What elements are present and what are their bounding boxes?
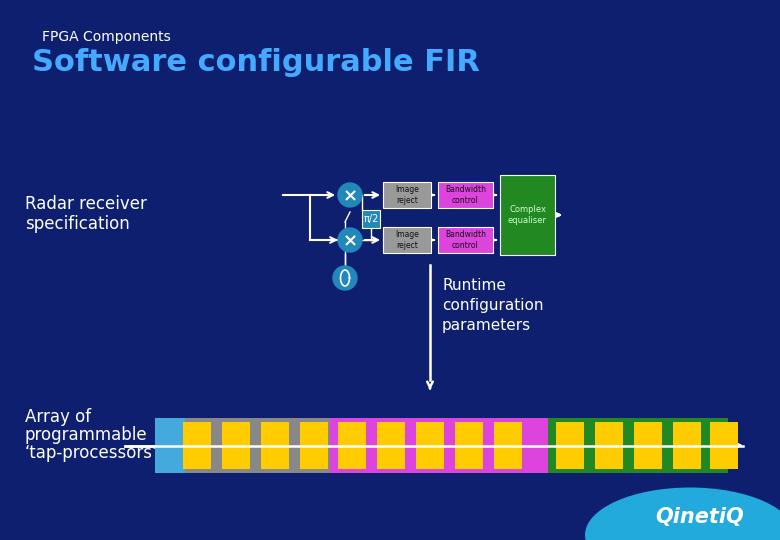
FancyBboxPatch shape — [222, 422, 250, 469]
FancyBboxPatch shape — [500, 175, 555, 255]
Text: specification: specification — [25, 215, 129, 233]
Circle shape — [333, 266, 357, 290]
Text: QinetiQ: QinetiQ — [656, 507, 744, 527]
FancyBboxPatch shape — [494, 422, 522, 469]
FancyBboxPatch shape — [383, 227, 431, 253]
FancyBboxPatch shape — [556, 422, 584, 469]
Text: Runtime
configuration
parameters: Runtime configuration parameters — [442, 278, 544, 333]
FancyBboxPatch shape — [183, 422, 211, 469]
Text: ‘tap-processors’: ‘tap-processors’ — [25, 444, 158, 462]
FancyBboxPatch shape — [377, 422, 405, 469]
Circle shape — [338, 228, 362, 252]
FancyBboxPatch shape — [362, 210, 380, 228]
FancyBboxPatch shape — [438, 227, 493, 253]
Text: Image
reject: Image reject — [395, 230, 419, 249]
FancyBboxPatch shape — [416, 422, 444, 469]
Text: Bandwidth
control: Bandwidth control — [445, 230, 486, 249]
FancyBboxPatch shape — [595, 422, 623, 469]
FancyBboxPatch shape — [338, 422, 366, 469]
FancyBboxPatch shape — [634, 422, 662, 469]
Text: ×: × — [342, 187, 357, 205]
Text: Bandwidth
control: Bandwidth control — [445, 185, 486, 205]
FancyBboxPatch shape — [383, 182, 431, 208]
Circle shape — [338, 183, 362, 207]
Text: Array of: Array of — [25, 408, 91, 426]
FancyBboxPatch shape — [710, 422, 738, 469]
Ellipse shape — [585, 488, 780, 540]
Text: Software configurable FIR: Software configurable FIR — [32, 48, 480, 77]
FancyBboxPatch shape — [548, 418, 728, 473]
FancyBboxPatch shape — [261, 422, 289, 469]
FancyBboxPatch shape — [175, 418, 330, 473]
FancyBboxPatch shape — [455, 422, 483, 469]
Text: Image
reject: Image reject — [395, 185, 419, 205]
Text: Complex
equaliser: Complex equaliser — [508, 205, 547, 225]
FancyBboxPatch shape — [330, 418, 548, 473]
Text: FPGA Components: FPGA Components — [42, 30, 171, 44]
FancyBboxPatch shape — [155, 418, 185, 473]
Text: ×: × — [342, 232, 357, 250]
FancyBboxPatch shape — [438, 182, 493, 208]
Text: π/2: π/2 — [363, 214, 378, 224]
FancyBboxPatch shape — [300, 422, 328, 469]
Text: programmable: programmable — [25, 426, 147, 444]
Text: Radar receiver: Radar receiver — [25, 195, 147, 213]
FancyBboxPatch shape — [673, 422, 701, 469]
